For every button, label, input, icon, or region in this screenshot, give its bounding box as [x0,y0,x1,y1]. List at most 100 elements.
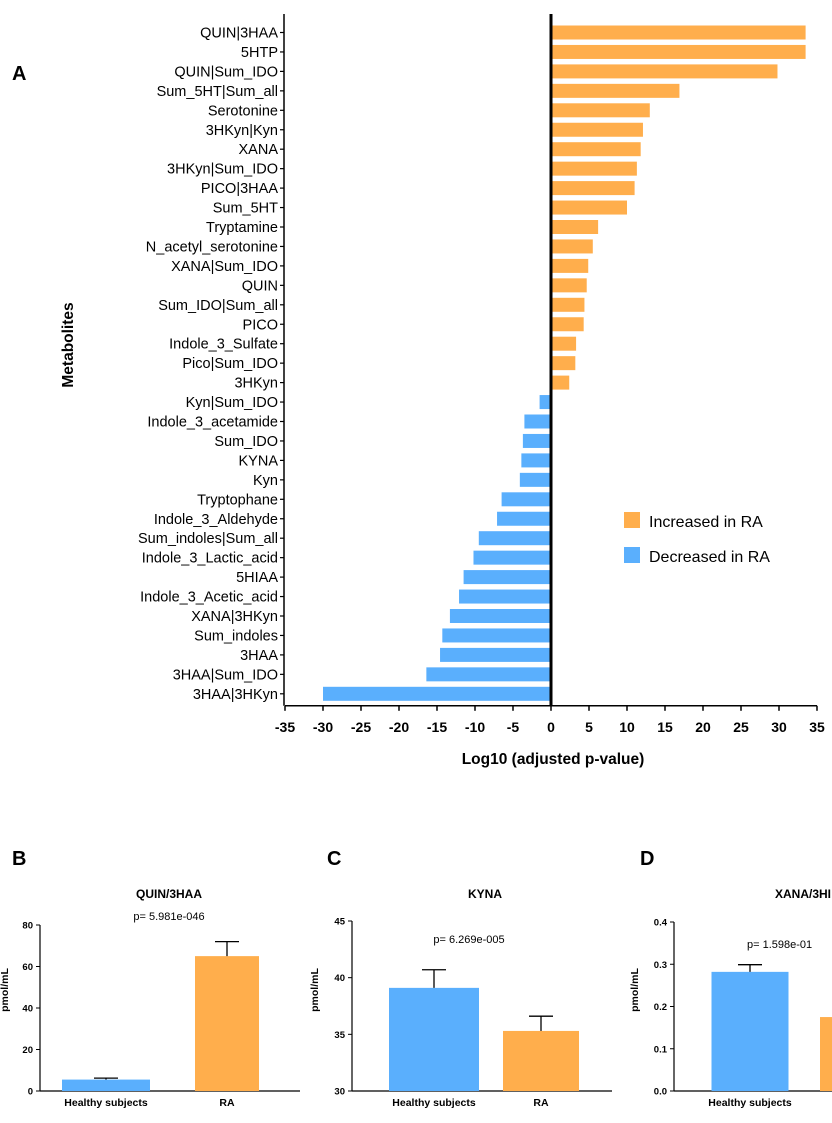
panel-a-y-axis-title: Metabolites [60,302,77,387]
bar-Sum_IDO|Sum_all [551,297,585,312]
panel-a-category-labels: QUIN|3HAA 5HTP QUIN|Sum_IDO Sum_5HT|Sum_all… [138,26,278,703]
category-label: 3HKyn|Kyn [206,123,278,139]
category-label: Indole_3_Acetic_acid [140,590,278,606]
bar-QUIN|Sum_IDO [551,64,778,79]
bar-Sum_5HT [551,200,627,215]
x-tick-label: 15 [657,719,673,735]
bar-Sum_indoles [442,628,551,643]
bar-Tryptamine [551,220,599,234]
category-label: 3HAA|Sum_IDO [173,667,278,683]
bar-Indole_3_Acetic_acid [459,589,551,604]
panel-a-axes: -35 -30 -25 -20 -15 -10 -5 0 5 10 15 20 25 30 35 [275,14,825,735]
category-label: 3HKyn|Sum_IDO [167,162,278,178]
category-label: Healthy subjects [392,1097,476,1109]
category-label: 5HTP [241,45,278,61]
panel-c-p-value: p= 6.269e-005 [433,934,504,946]
panel-a-x-axis-title: Log10 (adjusted p-value) [462,751,645,768]
bar-5HIAA [463,570,551,585]
category-label: XANA|3HKyn [191,609,278,625]
bar-QUIN [551,278,587,293]
y-tick-label: 0.1 [654,1044,668,1055]
x-tick-label: 10 [619,719,635,735]
panel-b-title: QUIN/3HAA [136,887,202,901]
bar-KYNA [521,453,551,468]
category-label: PICO [243,317,278,333]
bar-Kyn|Sum_IDO [539,395,551,410]
x-tick-label: 0 [547,719,555,735]
x-tick-label: -25 [351,719,371,735]
y-tick-label: 40 [334,973,345,984]
x-tick-label: -5 [507,719,520,735]
category-label: Serotonine [208,103,278,119]
category-label: QUIN [242,278,278,294]
panel-d-chart: D XANA/3HI p= 1.598e-01 pmol/mL 0.00.10.… [629,848,832,1109]
category-label: XANA|Sum_IDO [171,259,278,275]
legend-label-decreased: Decreased in RA [649,549,770,566]
bar-Healthy subjects [389,987,479,1091]
category-label: Sum_indoles|Sum_all [138,531,278,547]
bar-Serotonine [551,103,650,118]
bar-3HAA|Sum_IDO [426,667,551,682]
x-tick-label: 20 [695,719,711,735]
category-label: 3HAA|3HKyn [193,687,278,703]
panel-c-letter: C [327,848,341,870]
x-tick-label: -30 [313,719,333,735]
bar-N_acetyl_serotonine [551,239,593,254]
y-tick-label: 20 [22,1045,33,1056]
y-tick-label: 0 [28,1087,33,1098]
category-label: Sum_5HT|Sum_all [157,84,278,100]
y-tick-label: 60 [22,962,33,973]
category-label: Sum_indoles [194,628,278,644]
category-label: QUIN|3HAA [200,26,278,42]
bar-Sum_indoles|Sum_all [478,531,551,546]
category-label: 5HIAA [236,570,278,586]
y-tick-label: 0.3 [654,960,667,971]
y-tick-label: 30 [334,1087,345,1098]
bar-Healthy subjects [711,971,789,1091]
panel-a-letter: A [12,63,26,85]
panel-b-y-axis-title: pmol/mL [0,968,11,1012]
category-label: Sum_IDO|Sum_all [158,298,278,314]
x-tick-label: 30 [771,719,787,735]
category-label: 3HKyn [234,376,278,392]
bar-Tryptophane [501,492,551,507]
panel-c-y-axis-title: pmol/mL [309,968,321,1012]
panel-b-p-value: p= 5.981e-046 [133,911,204,923]
panel-b-letter: B [12,848,26,870]
y-tick-label: 35 [334,1030,345,1041]
bar-series-1 [820,1017,832,1091]
bar-Indole_3_Sulfate [551,336,577,351]
bar-RA [503,1030,579,1091]
category-label: N_acetyl_serotonine [146,239,278,255]
panel-d-y-axis-title: pmol/mL [629,968,641,1012]
x-tick-label: 5 [585,719,593,735]
category-label: Sum_5HT [213,201,278,217]
panel-a-legend: Increased in RA Decreased in RA [624,512,770,566]
category-label: XANA [239,142,279,158]
x-tick-label: -20 [389,719,409,735]
bar-RA [195,956,259,1091]
x-tick-label: -10 [465,719,485,735]
x-tick-label: 35 [809,719,825,735]
bar-Kyn [519,472,551,487]
bar-QUIN|3HAA [551,25,806,40]
panel-d-p-value: p= 1.598e-01 [747,939,812,951]
category-label: Indole_3_Lactic_acid [142,551,278,567]
category-label: Healthy subjects [708,1097,792,1109]
bar-5HTP [551,44,806,59]
bar-Indole_3_Lactic_acid [473,550,551,565]
category-label: Pico|Sum_IDO [182,356,278,372]
panel-d-title: XANA/3HI [775,887,831,901]
panel-a-chart: A Metabolites Log10 (adjusted p-value) Q… [12,14,825,768]
bar-Indole_3_Aldehyde [497,511,551,526]
bar-PICO|3HAA [551,181,635,196]
category-label: PICO|3HAA [201,181,278,197]
bar-Sum_IDO [522,433,551,448]
category-label: RA [219,1097,235,1109]
bar-3HAA|3HKyn [323,686,551,701]
legend-label-increased: Increased in RA [649,514,763,531]
x-tick-label: 25 [733,719,749,735]
category-label: Indole_3_Sulfate [169,337,278,353]
bar-Indole_3_acetamide [524,414,551,429]
